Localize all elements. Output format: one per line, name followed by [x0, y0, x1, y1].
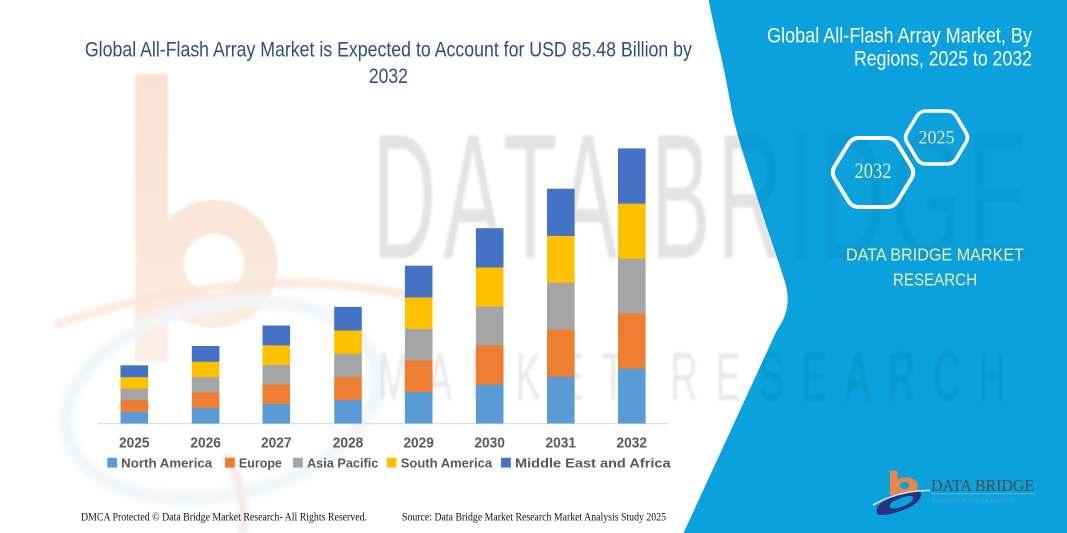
svg-text:2029: 2029 [403, 435, 434, 452]
svg-text:2032: 2032 [855, 158, 892, 183]
svg-text:2026: 2026 [190, 435, 221, 452]
svg-text:2032: 2032 [617, 435, 648, 452]
svg-text:2025: 2025 [919, 127, 955, 148]
svg-text:Global All-Flash Array Market,: Global All-Flash Array Market, By [767, 25, 1032, 48]
svg-text:Europe: Europe [239, 455, 282, 470]
svg-text:2028: 2028 [333, 435, 364, 452]
svg-text:DATA BRIDGE MARKET: DATA BRIDGE MARKET [846, 245, 1024, 265]
svg-text:North America: North America [121, 455, 213, 470]
svg-text:Global All-Flash Array Market: Global All-Flash Array Market is Expecte… [85, 38, 692, 61]
svg-text:South America: South America [401, 455, 493, 470]
svg-text:2027: 2027 [261, 435, 292, 452]
svg-text:Regions, 2025 to 2032: Regions, 2025 to 2032 [854, 47, 1032, 70]
svg-text:Middle East and Africa: Middle East and Africa [515, 455, 671, 470]
svg-text:MARKET RESEARCH: MARKET RESEARCH [933, 498, 1013, 504]
svg-text:DATA BRIDGE: DATA BRIDGE [931, 476, 1034, 495]
svg-text:2031: 2031 [546, 435, 577, 452]
svg-text:2025: 2025 [119, 435, 150, 452]
svg-text:2030: 2030 [474, 435, 505, 452]
svg-text:DMCA Protected © Data Bridge M: DMCA Protected © Data Bridge Market Rese… [81, 512, 367, 524]
svg-text:Asia Pacific: Asia Pacific [307, 455, 378, 470]
svg-text:Source: Data Bridge Market Res: Source: Data Bridge Market Research Mark… [402, 512, 666, 524]
svg-text:RESEARCH: RESEARCH [893, 270, 977, 290]
svg-text:2032: 2032 [369, 65, 408, 88]
